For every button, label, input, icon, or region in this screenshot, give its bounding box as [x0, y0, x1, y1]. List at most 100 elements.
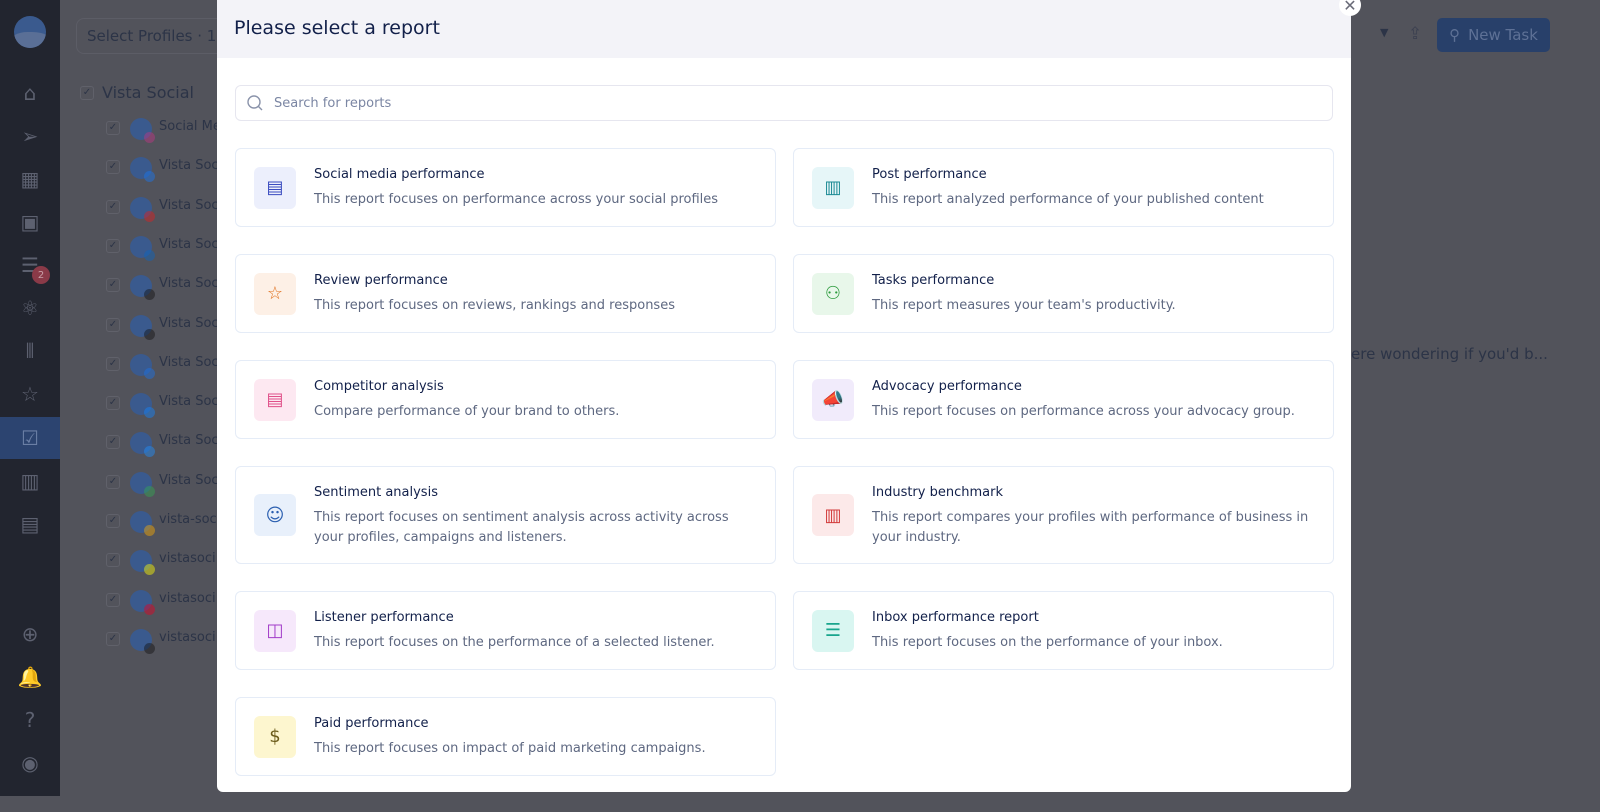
sidebar-item-send[interactable]: ➢	[0, 115, 60, 157]
report-card-paid-performance[interactable]: $ Paid performance This report focuses on …	[235, 697, 776, 776]
profile-name: Vista Soc	[159, 354, 219, 370]
report-title: Inbox performance report	[872, 610, 1039, 625]
report-card-advocacy-performance[interactable]: 📣 Advocacy performance This report focuses…	[793, 360, 1334, 439]
listening-icon: ⫴	[25, 339, 35, 363]
phone-chart-icon: ▤	[254, 166, 296, 209]
megaphone-icon: 📣	[812, 378, 854, 421]
profile-name: Vista Soc	[159, 276, 219, 292]
app-store-icon	[144, 446, 155, 458]
profile-avatar	[130, 275, 155, 301]
sidebar-item-tasks[interactable]: ☑	[0, 417, 60, 459]
sentiment-icon: ☺	[254, 494, 296, 536]
sidebar-item-listening[interactable]: ⫴	[0, 330, 60, 372]
profile-avatar	[130, 353, 155, 379]
message-snippet: ere wondering if you'd b...	[1351, 345, 1548, 363]
pinterest-icon	[144, 603, 155, 615]
sidebar-item-add[interactable]: ⊕	[0, 613, 60, 655]
profile-checkbox[interactable]: ✓	[106, 238, 120, 253]
profile-checkbox[interactable]: ✓	[106, 199, 120, 214]
sidebar-item-layout[interactable]: ▤	[0, 503, 60, 545]
profile-checkbox[interactable]: ✓	[106, 435, 120, 450]
report-title: Review performance	[314, 273, 448, 288]
report-title: Competitor analysis	[314, 379, 444, 394]
report-card-social-media-performance[interactable]: ▤ Social media performance This report foc…	[235, 148, 776, 227]
report-description: This report compares your profiles with …	[872, 509, 1309, 545]
send-icon: ➢	[21, 124, 39, 148]
google-play-icon	[144, 485, 155, 497]
report-description: Compare performance of your brand to oth…	[314, 404, 620, 419]
profile-checkbox[interactable]: ✓	[106, 121, 120, 135]
search-box[interactable]	[235, 85, 1333, 121]
report-card-listener-performance[interactable]: ◫ Listener performance This report focuses…	[235, 591, 776, 670]
chevron-down-icon[interactable]: ▼	[1380, 26, 1389, 39]
sidebar-item-bell[interactable]: 🔔	[0, 656, 60, 698]
profile-avatar	[130, 235, 155, 261]
report-card-post-performance[interactable]: ▥ Post performance This report analyzed pe…	[793, 148, 1334, 227]
sidebar-item-inbox[interactable]: ☰ 2	[0, 244, 60, 286]
report-description: This report focuses on impact of paid ma…	[314, 741, 706, 756]
profile-checkbox[interactable]: ✓	[106, 553, 120, 568]
profile-name: Vista Soc	[159, 315, 219, 331]
report-title: Sentiment analysis	[314, 484, 438, 500]
linkedin-icon	[144, 249, 155, 261]
facebook-icon	[144, 171, 155, 183]
sidebar: ⌂ ➢ ▦ ▣ ☰ 2 ⚛ ⫴ ☆ ☑ ▥ ▤ ⊕ 🔔? ◉	[0, 0, 60, 796]
profile-name: Vista Soc	[159, 433, 219, 449]
report-card-tasks-performance[interactable]: ⚇ Tasks performance This report measures y…	[793, 254, 1334, 333]
report-title: Listener performance	[314, 610, 454, 625]
profile-checkbox[interactable]: ✓	[106, 278, 120, 293]
sidebar-item-media[interactable]: ▣	[0, 201, 60, 243]
search-input[interactable]	[274, 95, 1274, 111]
profile-checkbox[interactable]: ✓	[106, 474, 120, 489]
report-description: This report measures your team's product…	[872, 298, 1176, 313]
sidebar-item-calendar[interactable]: ▦	[0, 158, 60, 200]
profile-avatar	[130, 628, 155, 654]
profile-checkbox[interactable]: ✓	[106, 631, 120, 646]
profile-avatar	[130, 432, 155, 458]
report-card-inbox-performance-report[interactable]: ☰ Inbox performance report This report foc…	[793, 591, 1334, 670]
profile-checkbox[interactable]: ✓	[106, 592, 120, 607]
sidebar-item-star[interactable]: ☆	[0, 373, 60, 415]
sidebar-item-home[interactable]: ⌂	[0, 72, 60, 114]
sidebar-item-user[interactable]: ◉	[0, 742, 60, 784]
new-task-button[interactable]: ⚲ New Task	[1437, 18, 1550, 52]
profile-name: Vista Soc	[159, 472, 219, 488]
profile-checkbox[interactable]: ✓	[106, 356, 120, 371]
youtube-icon	[144, 210, 155, 222]
team-icon: ⚇	[812, 272, 854, 315]
profile-name: Vista Soc	[159, 394, 219, 410]
report-card-sentiment-analysis[interactable]: ☺ Sentiment analysis This report focuses o…	[235, 466, 776, 564]
report-description: This report focuses on sentiment analysi…	[314, 509, 729, 545]
tiktok-icon	[144, 328, 155, 340]
report-card-review-performance[interactable]: ☆ Review performance This report focuses o…	[235, 254, 776, 333]
report-card-competitor-analysis[interactable]: ▤ Competitor analysis Compare performance …	[235, 360, 776, 439]
sidebar-item-reports[interactable]: ▥	[0, 460, 60, 502]
profile-checkbox[interactable]: ✓	[106, 396, 120, 411]
report-description: This report focuses on reviews, rankings…	[314, 298, 675, 313]
profile-avatar	[130, 550, 155, 576]
help-icon: ?	[24, 708, 36, 732]
profile-avatar	[130, 118, 155, 143]
bell-icon: 🔔	[17, 665, 43, 689]
report-title: Post performance	[872, 167, 987, 182]
profile-avatar	[130, 393, 155, 419]
close-modal-button[interactable]: ✕	[1339, 0, 1361, 16]
report-card-industry-benchmark[interactable]: ▥ Industry benchmark This report compares …	[793, 466, 1334, 564]
app-logo[interactable]	[14, 16, 46, 48]
sidebar-item-help[interactable]: ?	[0, 699, 60, 741]
export-icon[interactable]: ⇪	[1408, 24, 1423, 44]
profile-checkbox[interactable]: ✓	[106, 317, 120, 332]
profile-name: Vista Soc	[159, 236, 219, 252]
benchmark-icon: ▥	[812, 494, 854, 536]
paid-chart-icon: $	[254, 715, 296, 758]
profile-checkbox[interactable]: ✓	[106, 514, 120, 528]
profile-name: vistasoci	[159, 629, 216, 645]
sidebar-item-atom[interactable]: ⚛	[0, 287, 60, 329]
group-checkbox[interactable]: ✓	[80, 86, 94, 100]
select-profiles-dropdown[interactable]: Select Profiles · 14	[76, 18, 226, 54]
profile-checkbox[interactable]: ✓	[106, 160, 120, 175]
profile-avatar	[130, 196, 155, 222]
tasks-icon: ☑	[21, 426, 39, 450]
google-business-icon	[144, 367, 155, 379]
analytics-icon	[144, 525, 155, 536]
